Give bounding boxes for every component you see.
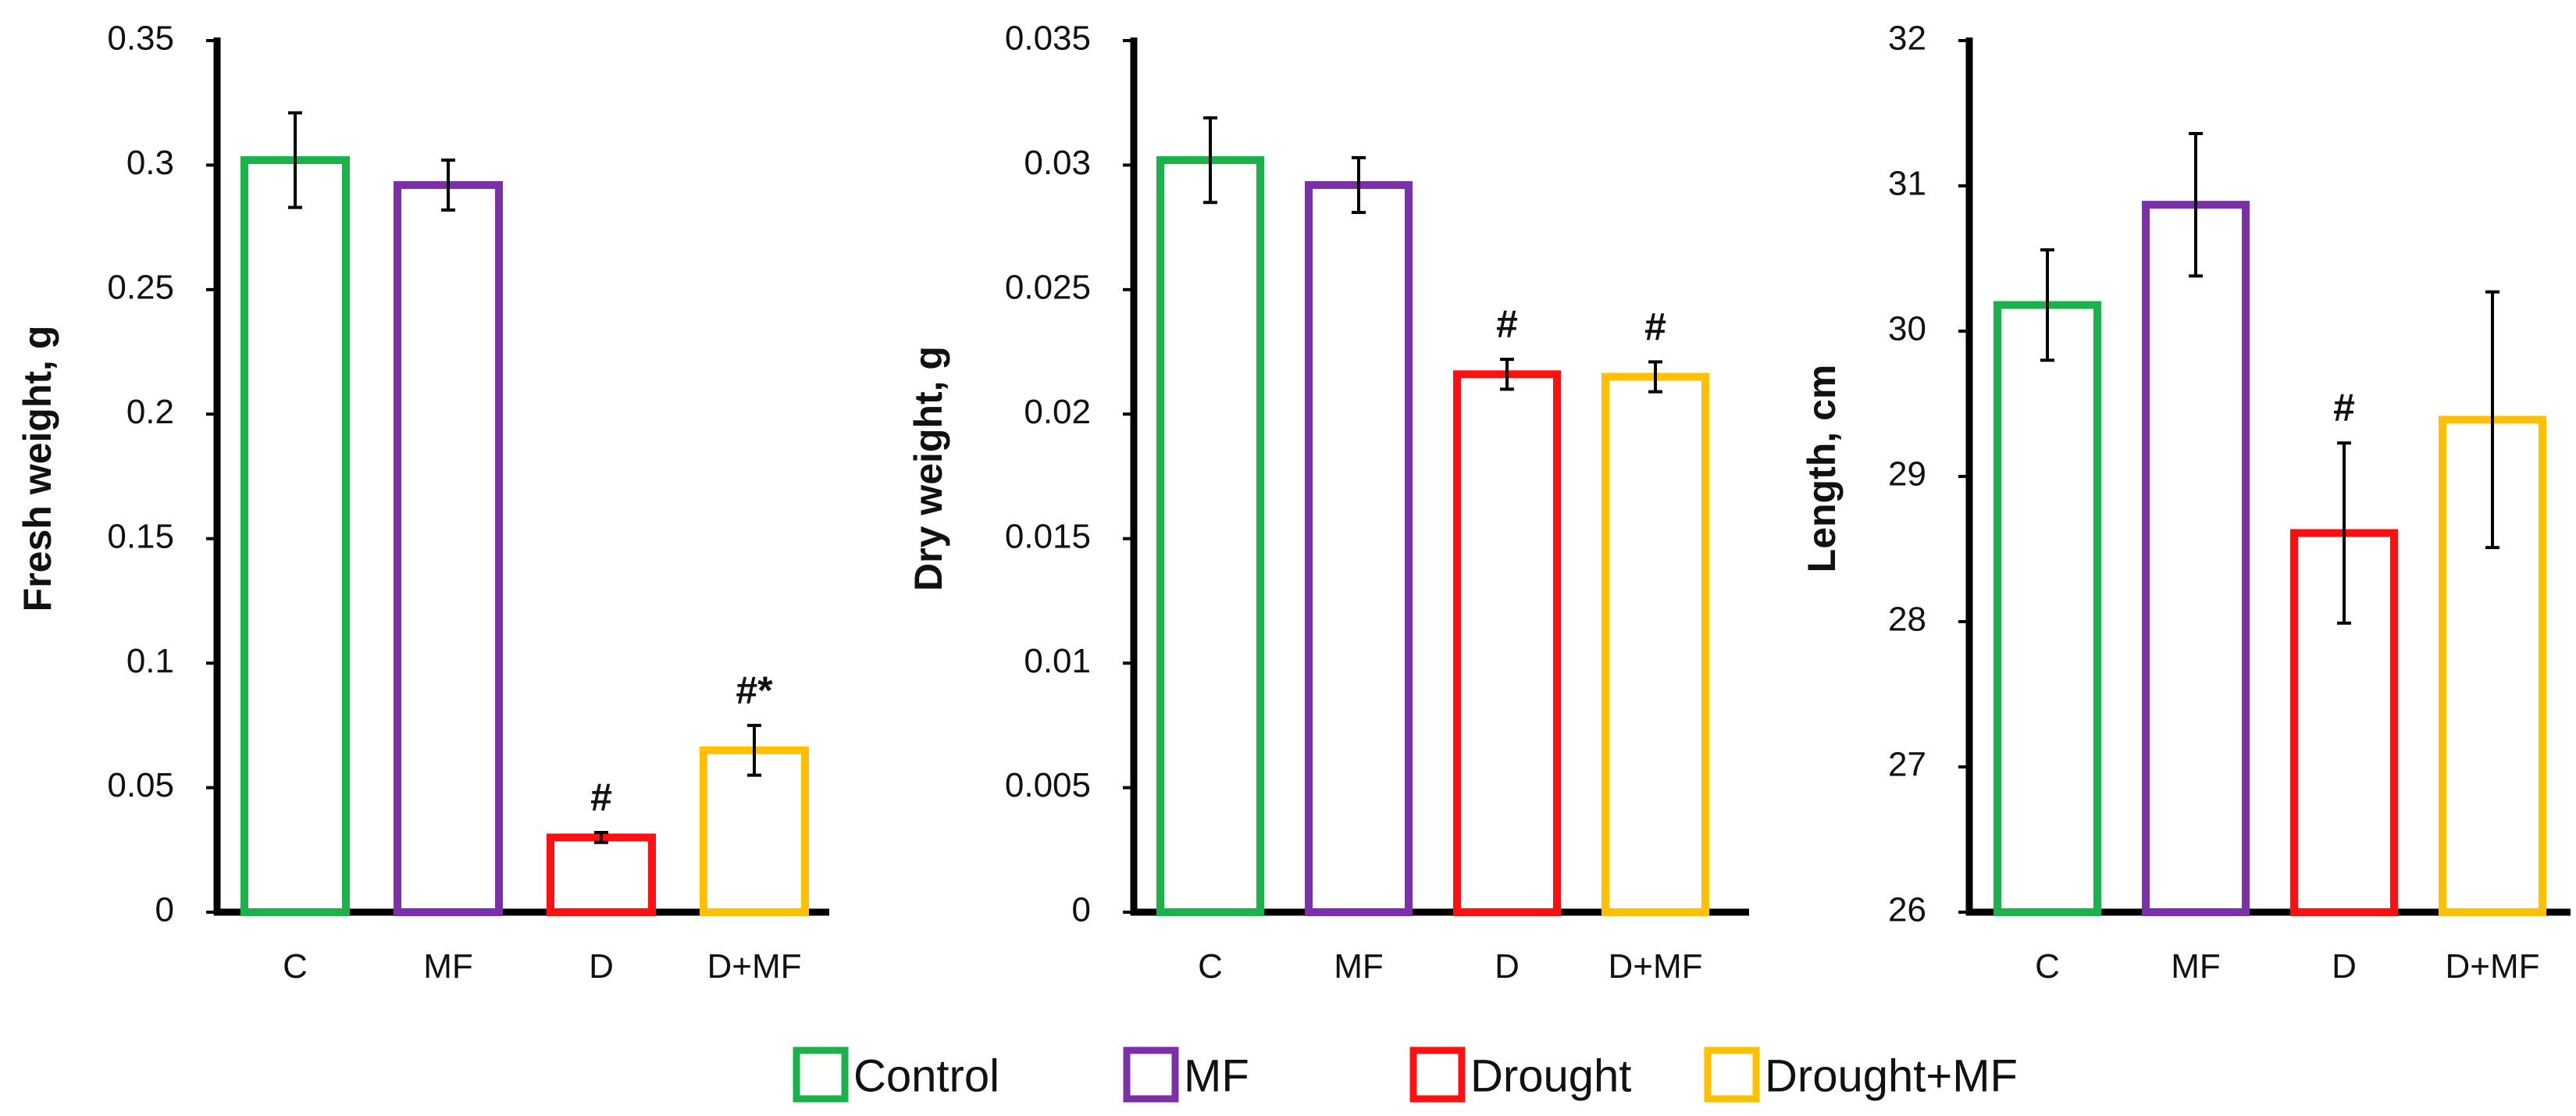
y-tick-label: 0.035 [1005, 20, 1091, 58]
x-tick-label: C [2035, 947, 2060, 986]
y-tick-label: 0 [155, 891, 174, 929]
significance-label: # [1496, 302, 1518, 346]
y-tick-label: 0.15 [107, 517, 174, 555]
x-tick-label: C [1198, 947, 1223, 986]
significance-label: # [2333, 386, 2355, 430]
x-tick-label: MF [423, 947, 473, 986]
y-tick-label: 0.005 [1005, 766, 1091, 804]
y-tick-label: 0.05 [107, 766, 174, 804]
bar-d [547, 833, 656, 917]
x-tick-label: D+MF [707, 947, 802, 986]
chart-panel-2: 0 0.005 0.01 0.015 0.02 0.025 0.03 0.035 Dry wei… [907, 20, 1749, 986]
y-tick-label: 0.03 [1024, 144, 1091, 182]
legend-label-drought-mf: Drought+MF [1765, 1050, 2018, 1101]
chart-panel-1: 0 0.05 0.1 0.15 0.2 0.25 0.3 0.35 Fresh weight, … [16, 20, 829, 986]
y-tick-label: 0.02 [1024, 393, 1091, 431]
y-tick-label: 31 [1888, 165, 1926, 203]
bar-c [1156, 156, 1264, 916]
significance-label: # [1644, 305, 1666, 348]
x-tick-label: D [2332, 947, 2357, 986]
bar-d-plus-mf [1602, 373, 1709, 916]
y-axis-label: Fresh weight, g [16, 326, 59, 612]
bar-c [1993, 301, 2101, 916]
y-tick-label: 0.2 [126, 393, 174, 431]
y-tick-label: 0.015 [1005, 517, 1091, 555]
x-tick-label: MF [1334, 947, 1384, 986]
legend-label-drought: Drought [1470, 1050, 1631, 1101]
y-tick-label: 0.1 [126, 642, 174, 680]
y-tick-label: 0.35 [107, 20, 174, 58]
x-tick-label: MF [2171, 947, 2221, 986]
legend-swatch-drought-mf [1704, 1046, 1760, 1103]
y-tick-label: 32 [1888, 20, 1926, 58]
y-tick-label: 29 [1888, 455, 1926, 494]
x-tick-label: D [589, 947, 614, 986]
y-tick-label: 0.3 [126, 144, 174, 182]
y-tick-label: 0.025 [1005, 268, 1091, 306]
bar-mf [2142, 201, 2250, 916]
legend: Control MF Drought Drought+MF [793, 1046, 2018, 1103]
x-tick-label: D [1495, 947, 1520, 986]
y-axis-label: Length, cm [1800, 365, 1844, 573]
y-tick-label: 27 [1888, 746, 1926, 784]
y-axis-label: Dry weight, g [907, 346, 950, 591]
y-tick-label: 0.01 [1024, 642, 1091, 680]
x-tick-label: D+MF [2446, 947, 2540, 986]
y-tick-label: 26 [1888, 891, 1926, 929]
bar-c [240, 156, 350, 916]
y-tick-label: 0.25 [107, 268, 174, 306]
significance-label: #* [736, 669, 773, 712]
chart-panels: 0 0.05 0.1 0.15 0.2 0.25 0.3 0.35 Fresh weight, … [16, 20, 2571, 986]
y-tick-label: 30 [1888, 310, 1926, 348]
y-tick-label: 28 [1888, 601, 1926, 639]
legend-swatch-mf [1123, 1046, 1179, 1103]
bar-mf [394, 180, 503, 917]
legend-swatch-control [793, 1046, 849, 1103]
x-tick-label: C [283, 947, 308, 986]
bar-mf [1305, 180, 1413, 917]
bar-d [1453, 370, 1561, 917]
significance-label: # [590, 775, 612, 819]
chart-panel-3: 26 27 28 29 30 31 32 Length, cm C MF # D D+MF [1800, 20, 2571, 986]
y-tick-label: 0 [1072, 891, 1091, 929]
legend-swatch-drought [1409, 1046, 1466, 1103]
x-tick-label: D+MF [1609, 947, 1703, 986]
legend-label-control: Control [853, 1050, 999, 1101]
legend-label-mf: MF [1184, 1050, 1249, 1101]
